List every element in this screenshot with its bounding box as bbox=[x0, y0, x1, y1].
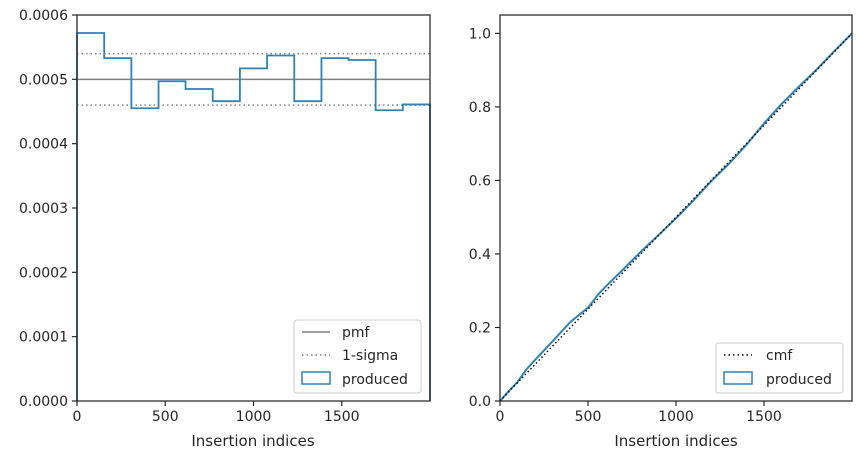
x-tick-label: 0 bbox=[73, 409, 82, 425]
y-tick-label: 0.0004 bbox=[19, 137, 68, 153]
right-x-axis-title: Insertion indices bbox=[614, 432, 737, 450]
y-tick-label: 0.8 bbox=[469, 100, 491, 116]
y-tick-label: 0.0005 bbox=[19, 72, 68, 88]
right-legend: cmf produced bbox=[715, 342, 844, 394]
y-tick-label: 0.4 bbox=[469, 247, 491, 263]
x-tick-label: 1000 bbox=[236, 409, 272, 425]
left-x-axis-title: Insertion indices bbox=[191, 432, 314, 450]
y-tick-label: 0.0003 bbox=[19, 201, 68, 217]
right-y-ticks: 0.0 0.2 0.4 0.6 0.8 1.0 bbox=[469, 26, 500, 410]
x-tick-label: 1500 bbox=[746, 409, 782, 425]
produced-cumulative-line bbox=[499, 32, 853, 402]
y-tick-label: 0.0 bbox=[469, 394, 491, 410]
left-plot-area bbox=[76, 32, 431, 401]
x-tick-label: 500 bbox=[575, 409, 602, 425]
x-tick-label: 1000 bbox=[658, 409, 694, 425]
y-tick-label: 0.0006 bbox=[19, 8, 68, 24]
right-x-ticks: 0 500 1000 1500 bbox=[496, 401, 782, 425]
pmf-histogram-panel: 0 500 1000 1500 0.00000.00010.00020.00030.0… bbox=[19, 8, 431, 450]
y-tick-label: 0.0000 bbox=[19, 394, 68, 410]
y-tick-label: 0.2 bbox=[469, 320, 491, 336]
left-x-ticks: 0 500 1000 1500 bbox=[73, 401, 360, 425]
y-tick-label: 0.6 bbox=[469, 173, 491, 189]
produced-step-line bbox=[76, 32, 431, 401]
legend-produced-swatch-right bbox=[723, 371, 753, 385]
legend-produced-label: produced bbox=[342, 372, 408, 388]
cmf-panel: 0 500 1000 1500 0.0 0.2 0.4 0.6 0.8 1.0 Insertio… bbox=[469, 14, 853, 450]
legend-sigma-label: 1-sigma bbox=[342, 348, 398, 364]
x-tick-label: 500 bbox=[152, 409, 179, 425]
legend-cmf-label: cmf bbox=[766, 348, 793, 364]
y-tick-label: 0.0001 bbox=[19, 330, 68, 346]
legend-produced-label-right: produced bbox=[766, 372, 832, 388]
y-tick-label: 0.0002 bbox=[19, 265, 68, 281]
left-legend-box bbox=[293, 319, 422, 394]
legend-produced-swatch bbox=[301, 371, 331, 385]
left-y-ticks: 0.0000 0.0001 0.0002 0.0003 0.0004 0.0005 0.00… bbox=[19, 8, 77, 410]
cmf-line bbox=[499, 32, 853, 402]
x-tick-label: 1500 bbox=[324, 409, 360, 425]
legend-pmf-label: pmf bbox=[342, 325, 371, 341]
left-legend: pmf 1-sigma produced bbox=[293, 319, 422, 394]
y-tick-label: 1.0 bbox=[469, 26, 491, 42]
right-plot-area bbox=[499, 32, 853, 402]
x-tick-label: 0 bbox=[496, 409, 505, 425]
